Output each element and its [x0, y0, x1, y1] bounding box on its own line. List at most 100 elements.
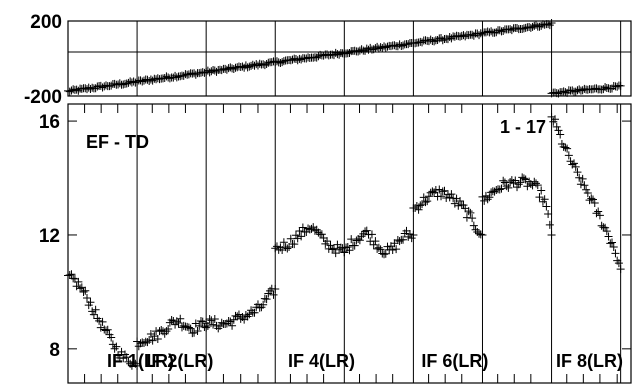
amplitude-point: [518, 173, 527, 182]
amplitude-point: [442, 194, 451, 203]
amplitude-point: [551, 115, 560, 124]
amplitude-point: [471, 225, 480, 234]
phase-point: [478, 30, 487, 39]
phase-point: [374, 44, 383, 53]
amplitude-point: [585, 196, 594, 205]
amplitude-point: [469, 221, 478, 230]
amplitude-point: [424, 192, 433, 201]
phase-point: [487, 27, 496, 36]
phase-point: [293, 56, 302, 65]
phase-frame: [67, 20, 632, 97]
amplitude-point: [604, 232, 613, 241]
amplitude-point: [592, 209, 601, 218]
phase-point: [544, 20, 553, 29]
if-band-label: IF 8(LR): [556, 351, 623, 371]
phase-point: [468, 30, 477, 39]
phase-point: [519, 24, 528, 33]
phase-point: [203, 66, 212, 75]
phase-point: [74, 86, 83, 95]
phase-point: [253, 61, 262, 70]
amplitude-point: [616, 265, 625, 274]
phase-point: [210, 66, 219, 75]
phase-point: [191, 70, 200, 79]
amplitude-point: [241, 310, 250, 319]
amplitude-point: [122, 353, 131, 362]
amplitude-point: [516, 178, 525, 187]
phase-point: [507, 26, 516, 35]
phase-point: [272, 57, 281, 66]
amplitude-point: [343, 242, 352, 251]
amplitude-point: [367, 230, 376, 239]
amplitude-ytick-label: 12: [39, 226, 60, 247]
amplitude-point: [167, 316, 176, 325]
amplitude-point: [456, 197, 465, 206]
phase-point: [532, 20, 541, 29]
amplitude-point: [435, 185, 444, 194]
amplitude-point: [570, 159, 579, 168]
phase-point: [335, 50, 344, 59]
amplitude-point: [537, 186, 546, 195]
phase-point: [601, 83, 610, 92]
phase-point: [184, 70, 193, 79]
if-band-label: IF 1(LR): [107, 351, 174, 371]
phase-point: [207, 67, 216, 76]
phase-point: [526, 23, 535, 32]
amplitude-point: [554, 126, 563, 135]
phase-point: [297, 55, 306, 64]
amplitude-point: [523, 182, 532, 191]
amplitude-point: [81, 286, 90, 295]
amplitude-point: [535, 193, 544, 202]
phase-point: [545, 21, 554, 30]
amplitude-point: [162, 327, 171, 336]
amplitude-point: [157, 325, 166, 334]
amplitude-point: [416, 201, 425, 210]
phase-point: [447, 34, 456, 43]
phase-point: [314, 52, 323, 61]
amplitude-point: [405, 229, 414, 238]
phase-point: [357, 45, 366, 54]
amplitude-point: [88, 307, 97, 316]
phase-point: [362, 44, 371, 53]
phase-point: [172, 73, 181, 82]
phase-point: [578, 86, 587, 95]
amplitude-point: [290, 240, 299, 249]
amplitude-point: [478, 230, 487, 239]
amplitude-point: [438, 187, 447, 196]
annotation-1-17: 1 - 17: [500, 117, 546, 137]
phase-point: [162, 72, 171, 81]
amplitude-point: [171, 320, 180, 329]
phase-point: [537, 21, 546, 30]
annotation-ef-td: EF - TD: [86, 132, 149, 152]
amplitude-point: [475, 229, 484, 238]
amplitude-point: [179, 321, 188, 330]
phase-point: [245, 62, 254, 71]
amplitude-point: [98, 317, 107, 326]
phase-point: [437, 33, 446, 42]
if-band-label: IF 6(LR): [421, 351, 488, 371]
phase-point: [138, 77, 147, 86]
amplitude-point: [480, 196, 489, 205]
amplitude-point: [67, 270, 76, 279]
amplitude-point: [209, 320, 218, 329]
amplitude-point: [589, 195, 598, 204]
amplitude-point: [563, 144, 572, 153]
amplitude-point: [196, 316, 205, 325]
amplitude-point: [564, 151, 573, 160]
amplitude-point: [183, 322, 192, 331]
amplitude-point: [606, 239, 615, 248]
amplitude-point: [483, 195, 492, 204]
amplitude-point: [245, 310, 254, 319]
phase-point: [518, 24, 527, 33]
phase-point: [443, 35, 452, 44]
phase-point: [506, 25, 515, 34]
phase-point: [279, 57, 288, 66]
phase-point: [243, 63, 252, 72]
amplitude-point: [293, 234, 302, 243]
amplitude-point: [395, 237, 404, 246]
amplitude-point: [609, 242, 618, 251]
phase-point: [131, 78, 140, 87]
amplitude-point: [266, 286, 275, 295]
amplitude-point: [269, 290, 278, 299]
amplitude-point: [210, 314, 219, 323]
